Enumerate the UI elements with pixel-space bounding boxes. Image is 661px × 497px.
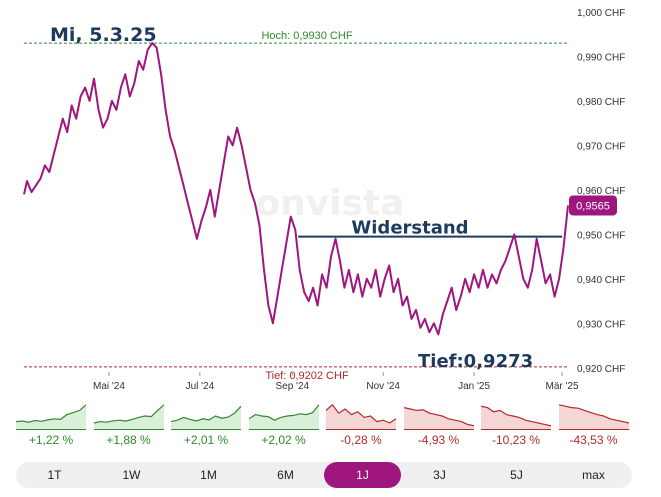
period-performance-strip: +1,22 % +1,88 % +2,01 % +2,02 % -0,28 % -4,93… [16, 400, 636, 450]
mini-chart-card: +2,02 % [248, 400, 319, 450]
mini-sparkline [403, 407, 474, 430]
y-tick-label: 0,960 CHF [577, 186, 625, 197]
x-tick-label: Jul '24 [186, 381, 215, 392]
range-tab-1w[interactable]: 1W [122, 468, 141, 482]
y-tick-label: 0,930 CHF [577, 319, 625, 330]
mini-sparkline [16, 404, 86, 430]
x-tick-label: Sep '24 [275, 381, 309, 392]
y-tick-label: 0,980 CHF [577, 97, 625, 108]
x-tick-label: Mär '25 [546, 381, 579, 392]
mini-sparkline [248, 404, 319, 430]
mini-sparkline [481, 405, 551, 430]
range-tab-3j[interactable]: 3J [433, 468, 446, 482]
mini-sparkline-line [558, 404, 629, 424]
last-price-tag: 0,9565 [569, 195, 617, 216]
mini-sparkline [558, 404, 629, 430]
resistance-label: Widerstand [351, 218, 468, 239]
mini-sparkline-line [171, 405, 241, 423]
mini-chart-card: -0,28 % [326, 400, 396, 450]
mini-sparkline-area [403, 407, 474, 430]
range-tab-6m[interactable]: 6M [277, 468, 294, 482]
price-chart: onvista 1,000 CHF 0,990 CHF 0,980 CHF 0,970… [23, 8, 625, 392]
mini-sparkline-line [248, 404, 319, 421]
mini-chart-card: -4,93 % [403, 400, 474, 450]
last-price-tag-bg [569, 195, 617, 216]
mini-sparkline-line [403, 407, 474, 427]
x-tick-label: Nov '24 [366, 381, 400, 392]
high-label: Hoch: 0,9930 CHF [261, 30, 352, 42]
range-tab-1j[interactable]: 1J [324, 462, 401, 488]
mini-sparkline [171, 405, 241, 430]
mini-sparkline-area [481, 406, 551, 430]
mini-sparkline-line [481, 405, 551, 427]
range-tab-5j[interactable]: 5J [510, 468, 523, 482]
x-tick-label: Mai '24 [93, 381, 125, 392]
mini-sparkline-area [248, 404, 319, 430]
x-tick-label: Jan '25 [458, 381, 490, 392]
mini-change-percent: +1,88 % [106, 433, 151, 447]
mini-sparkline-area [326, 404, 396, 430]
y-tick-label: 0,920 CHF [577, 364, 625, 375]
watermark-text: onvista [255, 183, 404, 224]
mini-change-percent: -4,93 % [417, 433, 460, 447]
low-label: Tief: 0,9202 CHF [265, 370, 349, 382]
mini-chart-card: -10,23 % [481, 400, 551, 450]
mini-sparkline-area [93, 404, 164, 430]
mini-sparkline [93, 404, 164, 430]
range-tab-1m[interactable]: 1M [200, 468, 217, 482]
mini-sparkline-line [326, 403, 396, 424]
mini-change-percent: +2,02 % [261, 433, 306, 447]
mini-chart-card: +2,01 % [171, 400, 241, 450]
last-price-label: 0,9565 [576, 200, 610, 212]
mini-sparkline-area [171, 406, 241, 430]
date-annotation: Mi, 5.3.25 [50, 24, 157, 46]
range-tab-1t[interactable]: 1T [47, 468, 62, 482]
y-tick-label: 0,970 CHF [577, 141, 625, 152]
mini-change-percent: -43,53 % [569, 433, 618, 447]
mini-sparkline-area [558, 404, 629, 430]
mini-sparkline-line [16, 404, 86, 423]
low-note-annotation: Tief:0,9273 [418, 351, 533, 372]
mini-change-percent: +2,01 % [183, 433, 229, 447]
y-tick-label: 1,000 CHF [577, 8, 625, 19]
mini-sparkline-line [93, 404, 164, 424]
mini-change-percent: -0,28 % [340, 433, 382, 447]
mini-chart-card: +1,88 % [93, 400, 164, 450]
mini-chart-card: +1,22 % [16, 400, 86, 450]
mini-sparkline-area [16, 404, 86, 430]
y-tick-label: 0,950 CHF [577, 230, 625, 241]
y-tick-label: 0,990 CHF [577, 52, 625, 63]
mini-sparkline [326, 403, 396, 430]
mini-chart-card: -43,53 % [558, 400, 629, 450]
range-tab-max[interactable]: max [582, 468, 605, 482]
mini-change-percent: -10,23 % [491, 433, 541, 447]
price-series-line [23, 42, 569, 336]
range-tab-bar: 1T 1W 1M 6M 1J 3J 5J max [16, 462, 632, 488]
mini-change-percent: +1,22 % [28, 433, 74, 447]
y-tick-label: 0,940 CHF [577, 275, 625, 286]
